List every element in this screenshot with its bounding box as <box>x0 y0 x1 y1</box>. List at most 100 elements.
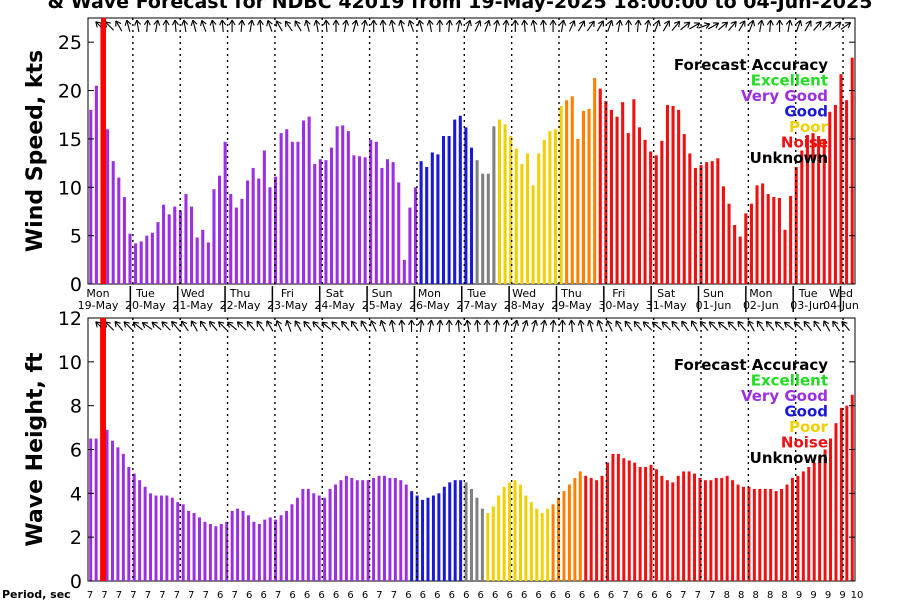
wave-bar <box>736 484 740 581</box>
wave-bar <box>355 480 359 581</box>
day-label: Tue <box>466 287 486 300</box>
wind-bar <box>89 109 93 284</box>
wind-bar <box>257 178 261 284</box>
direction-arrow <box>209 19 217 33</box>
wave-bar <box>546 508 550 581</box>
arrow-head <box>407 19 415 27</box>
wind-bar <box>212 189 216 284</box>
arrow-head <box>663 20 670 27</box>
arrow-shaft <box>236 321 247 331</box>
direction-arrow <box>436 19 444 32</box>
period-label: 6 <box>608 590 614 600</box>
direction-arrow <box>738 20 746 32</box>
wave-bar <box>203 521 207 581</box>
wave-bar <box>236 508 240 581</box>
arrow-shaft <box>671 321 681 331</box>
period-label: 8 <box>724 590 730 600</box>
arrow-head <box>303 320 310 328</box>
arrow-head <box>502 319 510 326</box>
period-label: 6 <box>304 590 310 600</box>
wave-bar <box>475 497 479 581</box>
wind-bar <box>503 124 507 285</box>
wind-bar <box>744 213 748 284</box>
arrow-head <box>219 19 227 26</box>
arrow-head <box>717 321 725 328</box>
arrow-shaft <box>787 19 791 33</box>
arrow-head <box>161 321 168 328</box>
direction-arrow <box>540 19 547 33</box>
period-label: 6 <box>289 590 295 600</box>
arrow-head <box>228 19 236 26</box>
wind-bar <box>805 135 809 284</box>
arrow-head <box>180 320 188 327</box>
direction-arrow <box>342 19 350 33</box>
period-label: 8 <box>767 590 773 600</box>
period-label: 6 <box>579 590 585 600</box>
arrow-head <box>540 319 548 326</box>
arrow-head <box>426 19 434 26</box>
arrow-head <box>455 19 463 26</box>
direction-arrow <box>407 19 415 32</box>
arrow-head <box>436 319 444 326</box>
wave-bar <box>366 480 370 581</box>
arrow-shaft <box>579 319 583 333</box>
arrow-head <box>624 320 631 327</box>
wind-bar <box>318 159 322 284</box>
period-label: 8 <box>738 590 744 600</box>
arrow-shaft <box>476 319 479 333</box>
arrow-head <box>95 321 102 328</box>
direction-arrow <box>484 19 491 32</box>
direction-arrow <box>417 19 424 32</box>
direction-arrow <box>124 19 132 32</box>
wave-bar <box>187 510 191 581</box>
arrow-shaft <box>276 320 283 332</box>
arrow-head <box>95 21 102 28</box>
arrow-head <box>331 321 338 328</box>
direction-arrow <box>256 19 264 33</box>
wind-bar <box>755 185 759 284</box>
wave-bar <box>149 493 153 581</box>
arrow-head <box>615 320 622 327</box>
direction-arrow <box>304 19 311 32</box>
arrow-shaft <box>209 321 218 331</box>
arrow-shaft <box>727 321 738 331</box>
arrow-shaft <box>457 19 461 33</box>
arrow-head <box>673 20 681 28</box>
wind-bar <box>525 153 530 284</box>
wind-bar <box>324 160 328 284</box>
arrow-head <box>531 319 538 326</box>
arrow-head <box>217 321 225 328</box>
direction-arrow <box>793 321 804 331</box>
arrow-head <box>124 19 132 26</box>
arrow-shaft <box>718 21 728 31</box>
wind-bar <box>162 204 166 284</box>
arrow-head <box>226 321 234 328</box>
direction-arrow <box>502 319 510 333</box>
arrow-shaft <box>146 19 149 33</box>
direction-arrow <box>226 321 238 331</box>
arrow-shaft <box>681 320 690 332</box>
wind-bar <box>794 166 798 284</box>
day-label: Mon <box>749 287 772 300</box>
arrow-shaft <box>542 319 546 333</box>
arrow-shaft <box>523 19 526 33</box>
period-label: 8 <box>781 590 787 600</box>
direction-arrow <box>123 321 133 331</box>
wind-bar <box>436 154 440 284</box>
period-label: 6 <box>637 590 643 600</box>
wind-bar <box>705 162 709 284</box>
legend-item: Unknown <box>750 449 828 467</box>
direction-arrow <box>455 19 463 33</box>
arrow-shaft <box>765 321 775 331</box>
direction-arrow <box>596 319 604 332</box>
arrow-head <box>465 19 472 27</box>
arrow-head <box>737 320 744 328</box>
wind-bar <box>817 136 821 284</box>
arrow-shaft <box>759 19 763 33</box>
direction-arrow <box>303 320 312 331</box>
wave-bar <box>491 506 495 581</box>
wind-bar <box>307 116 311 284</box>
arrow-shaft <box>662 20 670 32</box>
wind-bar <box>699 165 703 284</box>
wave-bar <box>758 488 762 581</box>
